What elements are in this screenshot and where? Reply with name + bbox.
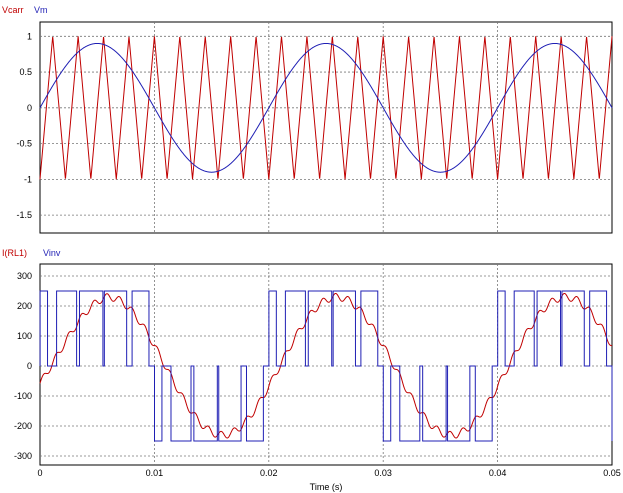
top-chart-modulation: Vcarr Vm -1.5 -1 -0.5 0 0.5 1 [2,5,613,234]
x-tick-label: 0 [37,468,42,478]
series-line-i-rl1 [39,292,613,439]
x-tick-label: 0.04 [489,468,507,478]
x-tick-label: 0.01 [146,468,164,478]
y-tick-label: 0 [27,103,32,113]
y-tick-label: 0.5 [19,67,32,77]
legend-vcarr: Vcarr [2,5,24,15]
x-tick-label: 0.02 [260,468,278,478]
y-tick-label: -300 [14,451,32,461]
y-tick-label: -0.5 [16,139,32,149]
y-tick-label: 1 [27,31,32,41]
legend-vm: Vm [34,5,48,15]
legend-load-current: I(RL1) [2,248,27,258]
y-tick-label: -200 [14,421,32,431]
x-tick-label: 0.03 [374,468,392,478]
y-tick-label: 200 [17,301,32,311]
plot-frame [39,21,613,234]
x-axis-label: Time (s) [310,482,343,492]
series-line-vcarr [39,36,613,180]
series-line-vm [39,42,613,173]
plot-frame [39,263,613,466]
bottom-chart-inverter-output: I(RL1) Vinv -300 -200 -100 0 100 200 300 0 0.01 0… [2,248,621,478]
y-tick-label: -100 [14,391,32,401]
x-tick-label: 0.05 [603,468,621,478]
legend-vinv: Vinv [43,248,61,258]
y-tick-label: -1.5 [16,210,32,220]
y-tick-label: 300 [17,271,32,281]
y-tick-label: 100 [17,331,32,341]
series-line-vinv [39,290,613,442]
y-tick-label: 0 [27,361,32,371]
y-tick-label: -1 [24,174,32,184]
